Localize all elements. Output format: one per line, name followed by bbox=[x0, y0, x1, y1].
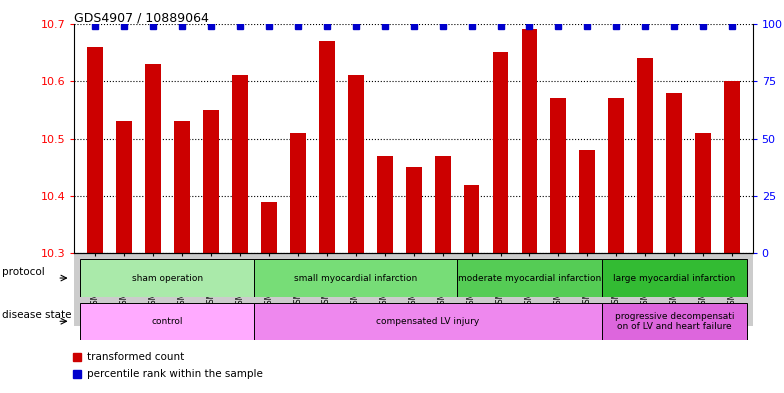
Bar bbox=[261, 202, 277, 253]
Bar bbox=[254, 303, 602, 340]
Bar bbox=[80, 303, 254, 340]
Bar bbox=[289, 133, 306, 253]
Text: progressive decompensati
on of LV and heart failure: progressive decompensati on of LV and he… bbox=[615, 312, 734, 331]
Text: compensated LV injury: compensated LV injury bbox=[376, 317, 480, 326]
Bar bbox=[637, 58, 653, 253]
Text: protocol: protocol bbox=[2, 267, 45, 277]
Text: small myocardial infarction: small myocardial infarction bbox=[294, 274, 417, 283]
Text: percentile rank within the sample: percentile rank within the sample bbox=[87, 369, 263, 379]
Bar bbox=[602, 303, 747, 340]
Bar bbox=[254, 259, 457, 297]
Bar bbox=[405, 167, 422, 253]
Text: sham operation: sham operation bbox=[132, 274, 203, 283]
Bar bbox=[318, 41, 335, 253]
Bar bbox=[116, 121, 132, 253]
Bar bbox=[87, 46, 103, 253]
Bar bbox=[579, 150, 595, 253]
Bar bbox=[602, 259, 747, 297]
Bar bbox=[457, 259, 602, 297]
Text: moderate myocardial infarction: moderate myocardial infarction bbox=[458, 274, 601, 283]
Bar bbox=[203, 110, 219, 253]
Bar bbox=[174, 121, 190, 253]
Bar bbox=[666, 92, 682, 253]
Bar bbox=[145, 64, 161, 253]
Bar bbox=[347, 75, 364, 253]
Text: large myocardial infarction: large myocardial infarction bbox=[613, 274, 735, 283]
Bar bbox=[232, 75, 248, 253]
Text: disease state: disease state bbox=[2, 310, 71, 320]
Bar bbox=[695, 133, 711, 253]
Bar bbox=[608, 98, 624, 253]
Bar bbox=[724, 81, 740, 253]
Text: GDS4907 / 10889064: GDS4907 / 10889064 bbox=[74, 12, 209, 25]
Text: control: control bbox=[151, 317, 183, 326]
Bar bbox=[463, 184, 480, 253]
Bar bbox=[492, 52, 509, 253]
Bar bbox=[376, 156, 393, 253]
Bar bbox=[80, 259, 254, 297]
Bar bbox=[521, 29, 538, 253]
Text: transformed count: transformed count bbox=[87, 352, 185, 362]
Bar bbox=[550, 98, 566, 253]
Bar bbox=[434, 156, 451, 253]
